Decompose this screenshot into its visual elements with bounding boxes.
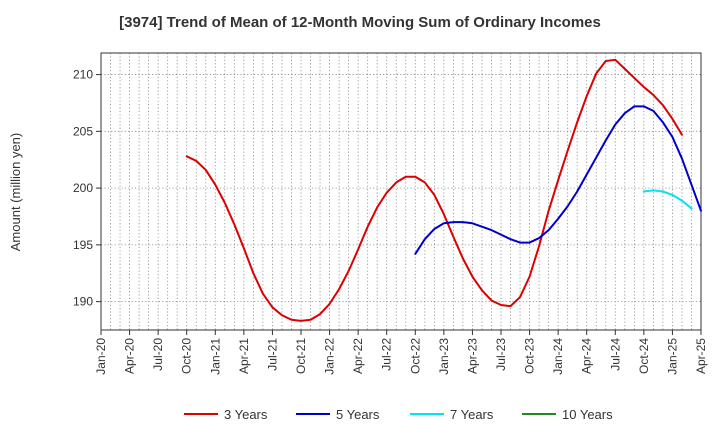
y-axis-ticks: 190 195 200 205 210 (73, 68, 101, 309)
series-line-7-years (642, 189, 693, 210)
legend-label: 3 Years (224, 407, 268, 422)
x-tick-label: Jul-24 (608, 338, 622, 371)
x-axis-ticks: Jan-20 Apr-20 Jul-20 Oct-20 Jan-21 Apr-21 Jul-… (94, 330, 708, 375)
series-line-3-years (185, 58, 683, 322)
chart-title: [3974] Trend of Mean of 12-Month Moving … (119, 14, 601, 31)
x-tick-label: Apr-22 (351, 338, 365, 374)
x-tick-label: Apr-20 (123, 338, 137, 374)
x-tick-label: Oct-23 (523, 338, 537, 374)
legend-label: 5 Years (336, 407, 380, 422)
x-tick-label: Apr-23 (465, 338, 479, 374)
x-tick-label: Jan-25 (665, 338, 679, 375)
x-tick-label: Jul-23 (494, 338, 508, 371)
x-tick-label: Oct-20 (180, 338, 194, 374)
legend-label: 7 Years (450, 407, 494, 422)
x-tick-label: Apr-24 (580, 338, 594, 374)
y-tick-label: 205 (73, 124, 93, 138)
series-line-5-years (414, 105, 702, 255)
legend-label: 10 Years (562, 407, 613, 422)
y-tick-label: 190 (73, 295, 93, 309)
legend: 3 Years 5 Years 7 Years 10 Years (184, 407, 613, 422)
x-tick-label: Jul-21 (265, 338, 279, 371)
x-tick-label: Oct-24 (637, 338, 651, 374)
x-tick-label: Apr-25 (694, 338, 708, 374)
y-tick-label: 200 (73, 181, 93, 195)
x-tick-label: Apr-21 (237, 338, 251, 374)
x-tick-label: Oct-21 (294, 338, 308, 374)
grid (101, 53, 701, 330)
x-tick-label: Jan-24 (551, 338, 565, 375)
x-tick-label: Jan-20 (94, 338, 108, 375)
y-tick-label: 195 (73, 238, 93, 252)
x-tick-label: Jul-20 (151, 338, 165, 371)
plot-area-frame (100, 52, 702, 331)
series-lines (185, 58, 702, 322)
x-tick-label: Jan-22 (323, 338, 337, 375)
y-tick-label: 210 (73, 68, 93, 82)
x-tick-label: Jan-23 (437, 338, 451, 375)
y-axis-label: Amount (million yen) (8, 133, 23, 252)
x-tick-label: Jan-21 (208, 338, 222, 375)
x-tick-label: Jul-22 (380, 338, 394, 371)
x-tick-label: Oct-22 (408, 338, 422, 374)
